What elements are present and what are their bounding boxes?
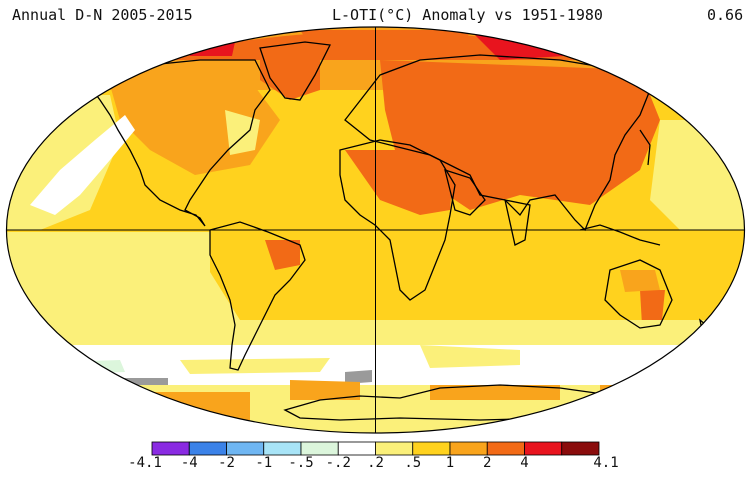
global-mean-value: 0.66 (707, 6, 744, 24)
color-scale-swatch (561, 441, 600, 456)
color-scale-swatch (449, 441, 488, 456)
color-scale-tick-label: -4.1 (128, 455, 162, 471)
color-scale-swatch (412, 441, 451, 456)
color-scale-swatch (375, 441, 414, 456)
color-scale-tick-label: 1 (445, 455, 455, 471)
color-scale-tick-label: .2 (367, 455, 384, 471)
color-scale-swatch (300, 441, 339, 456)
color-scale-swatch (188, 441, 227, 456)
color-scale-swatch (226, 441, 265, 456)
color-scale-tick-label: .5 (404, 455, 422, 471)
color-scale-swatch (337, 441, 376, 456)
color-scale-swatch (486, 441, 525, 456)
color-scale-swatch (151, 441, 190, 456)
color-scale-tick-label: -.5 (288, 455, 314, 471)
color-scale-tick-label: 4.1 (593, 455, 619, 471)
color-scale-tick-label: -.2 (325, 455, 351, 471)
period-label: Annual D-N 2005-2015 (12, 6, 193, 24)
globe-outline (5, 26, 746, 434)
color-scale-tick-label: -1 (255, 455, 273, 471)
coastlines (83, 41, 713, 421)
anomaly-title: L-OTI(°C) Anomaly vs 1951-1980 (332, 6, 603, 24)
color-scale-tick-label: -4 (180, 455, 198, 471)
color-scale-tick-label: -2 (218, 455, 235, 471)
color-scale-swatch (263, 441, 302, 456)
color-scale-swatch (524, 441, 563, 456)
color-scale-tick-label: 2 (483, 455, 492, 471)
color-scale-tick-label: 4 (520, 455, 529, 471)
